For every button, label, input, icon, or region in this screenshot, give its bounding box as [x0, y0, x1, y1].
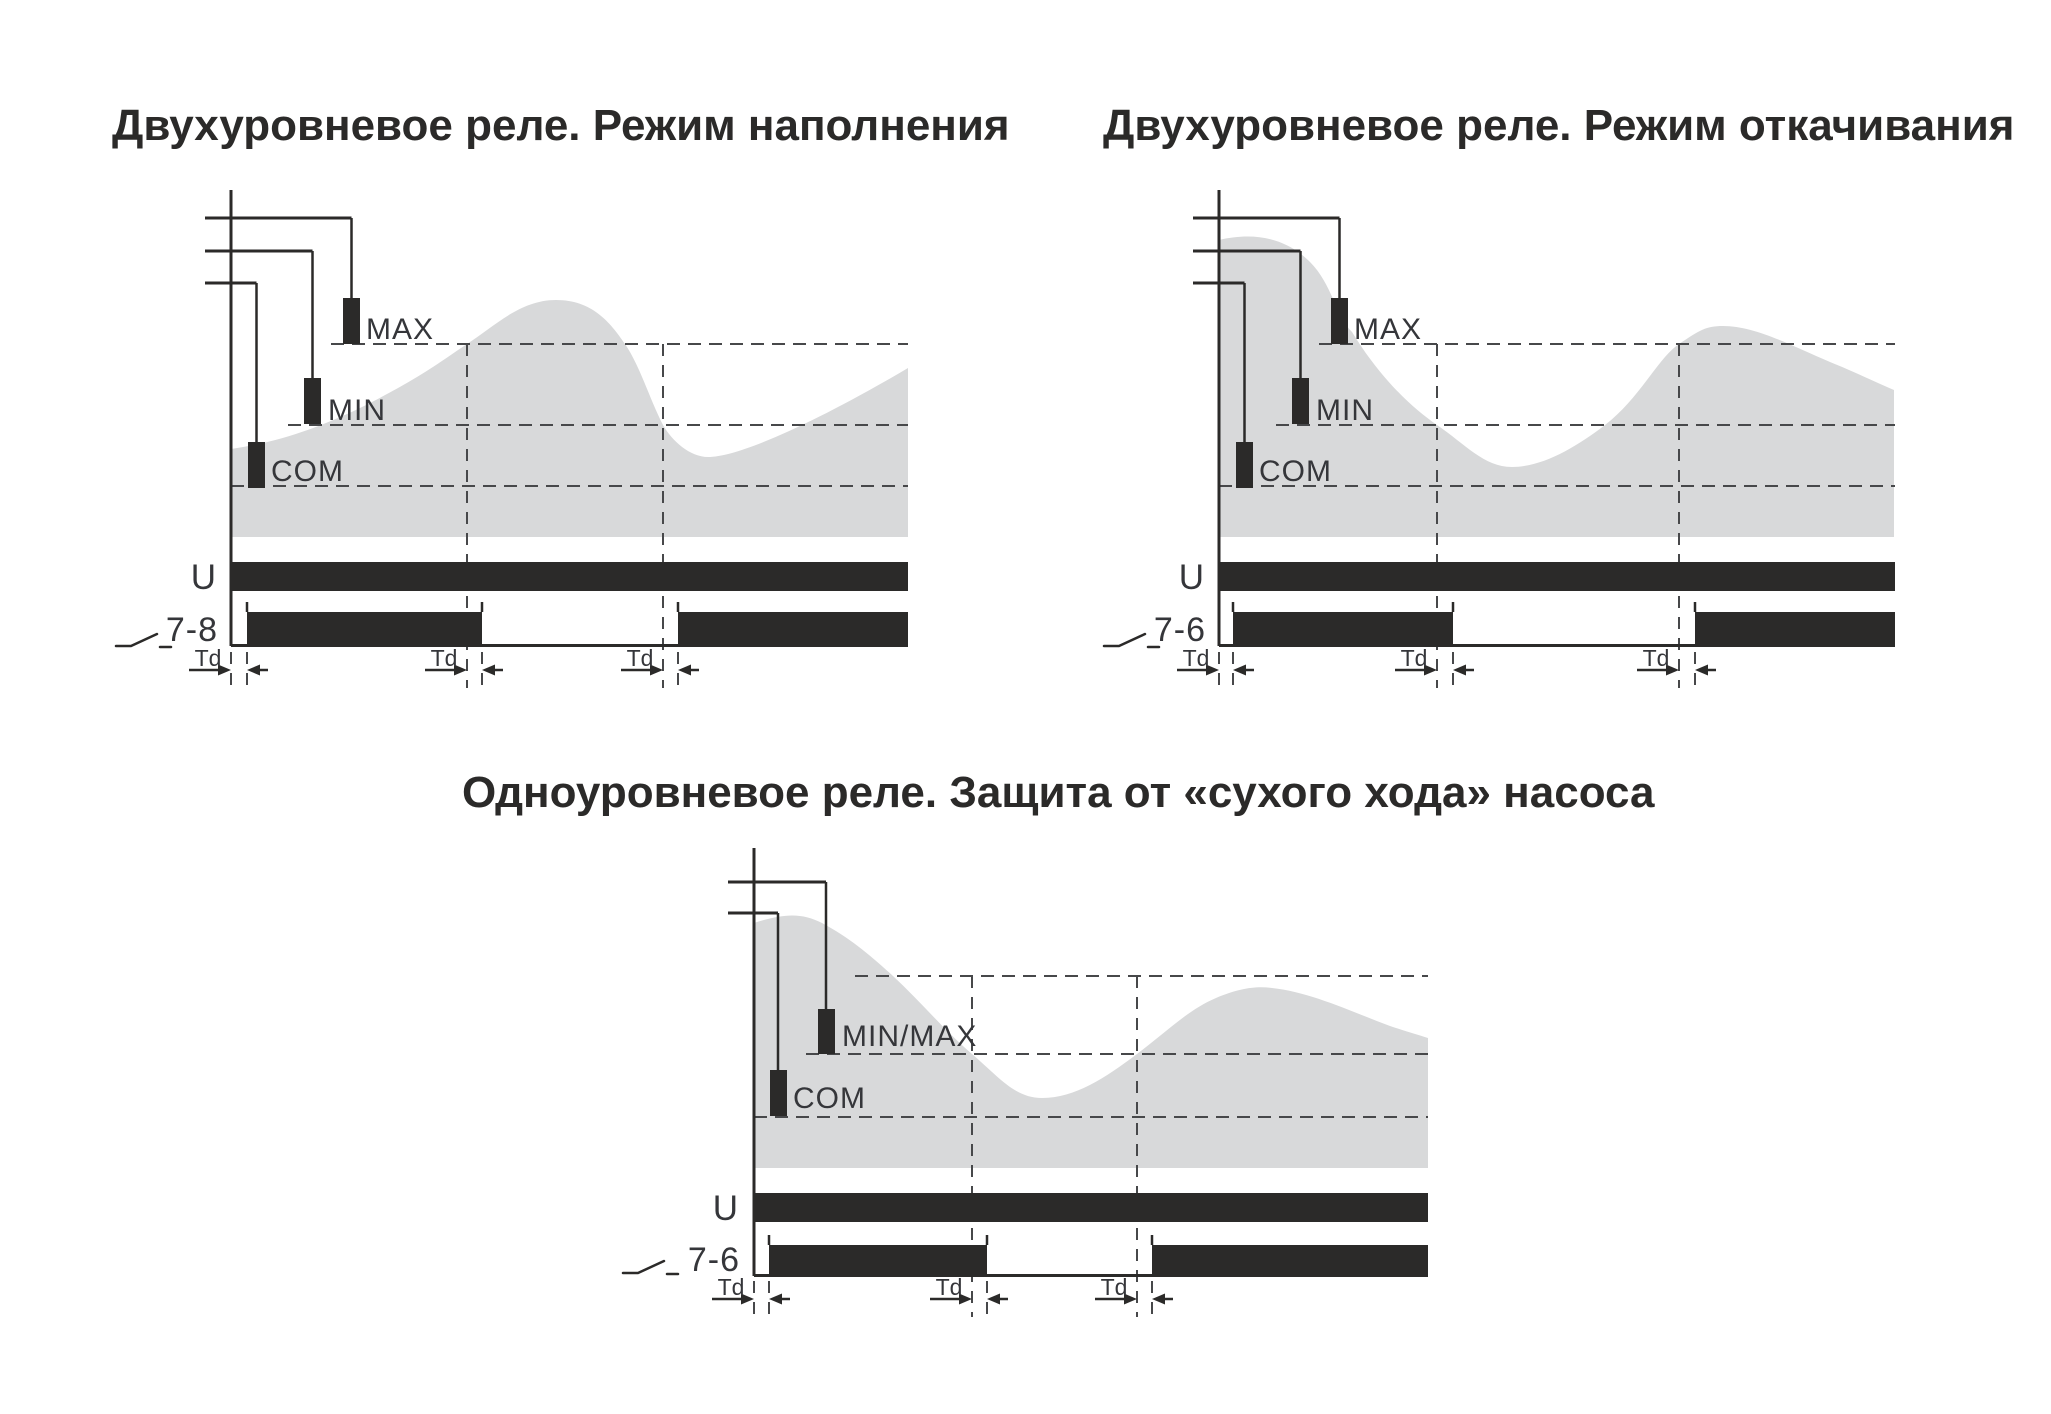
filling-com-electrode — [248, 442, 265, 488]
pumping-com-electrode — [1236, 442, 1253, 488]
dry-run-td-label-1: Td — [717, 1274, 745, 1300]
filling-relay-label: 7-8 — [165, 611, 218, 649]
dry-run-td-label-3: Td — [1100, 1274, 1128, 1300]
relay-contact-icon — [114, 632, 173, 649]
pumping-level-wave — [1219, 236, 1894, 538]
dry-run-relay-track — [754, 1235, 1428, 1277]
pumping-td-label-2: Td — [1400, 645, 1428, 671]
filling-power-label: U — [190, 558, 216, 597]
pumping-com-label: COM — [1259, 455, 1332, 488]
filling-td-markers — [189, 664, 699, 676]
pumping-diagram-graphics — [1102, 190, 1895, 688]
pumping-td-label-1: Td — [1182, 645, 1210, 671]
filling-td-label-3: Td — [626, 645, 654, 671]
relay-contact-icon — [621, 1259, 680, 1276]
filling-td-label-2: Td — [430, 645, 458, 671]
filling-min-electrode — [304, 378, 321, 424]
pumping-td-markers — [1177, 664, 1716, 676]
pumping-power-label: U — [1178, 558, 1204, 597]
dry-run-td-markers — [712, 1293, 1173, 1305]
filling-max-electrode — [343, 298, 360, 344]
pumping-td-label-3: Td — [1642, 645, 1670, 671]
filling-relay-track — [231, 602, 908, 647]
pumping-level-dashed-lines — [1219, 343, 1895, 487]
filling-diagram-graphics — [114, 190, 908, 688]
filling-com-label: COM — [271, 455, 344, 488]
pumping-relay-label: 7-6 — [1153, 611, 1206, 649]
pumping-power-bar — [1219, 562, 1895, 591]
filling-diagram-title: Двухуровневое реле. Режим наполнения — [112, 101, 1010, 150]
filling-power-bar — [231, 562, 908, 591]
pumping-min-label: MIN — [1316, 394, 1374, 427]
dry-run-com-electrode — [770, 1070, 787, 1116]
dry-run-power-bar — [754, 1193, 1428, 1222]
pumping-min-electrode — [1292, 378, 1309, 424]
dry-run-diagram-graphics — [621, 848, 1428, 1317]
dry-run-minmax-electrode — [818, 1009, 835, 1054]
dry-run-power-label: U — [712, 1189, 738, 1228]
filling-level-dashed-lines — [231, 343, 908, 487]
dry-run-level-wave — [754, 915, 1428, 1168]
dry-run-minmax-label: MIN/MAX — [842, 1020, 978, 1053]
pumping-electrodes — [1236, 298, 1348, 488]
pumping-max-electrode — [1331, 298, 1348, 344]
dry-run-relay-label: 7-6 — [687, 1241, 740, 1279]
pumping-relay-track — [1219, 602, 1895, 647]
dry-run-td-label-2: Td — [935, 1274, 963, 1300]
filling-td-label-1: Td — [194, 645, 222, 671]
filling-max-label: MAX — [366, 313, 435, 346]
dry-run-electrodes — [770, 1009, 835, 1116]
dry-run-diagram-title: Одноуровневое реле. Защита от «сухого хо… — [462, 768, 1655, 817]
filling-level-wave — [231, 300, 908, 537]
relay-contact-icon — [1102, 632, 1161, 649]
filling-event-dashed-lines — [230, 344, 679, 688]
pumping-diagram-title: Двухуровневое реле. Режим откачивания — [1103, 101, 2015, 150]
pumping-event-dashed-lines — [1218, 344, 1696, 688]
dry-run-level-dashed-lines — [754, 975, 1428, 1118]
pumping-max-label: MAX — [1354, 313, 1423, 346]
filling-electrodes — [248, 298, 360, 488]
dry-run-com-label: COM — [793, 1082, 866, 1115]
filling-min-label: MIN — [328, 394, 386, 427]
